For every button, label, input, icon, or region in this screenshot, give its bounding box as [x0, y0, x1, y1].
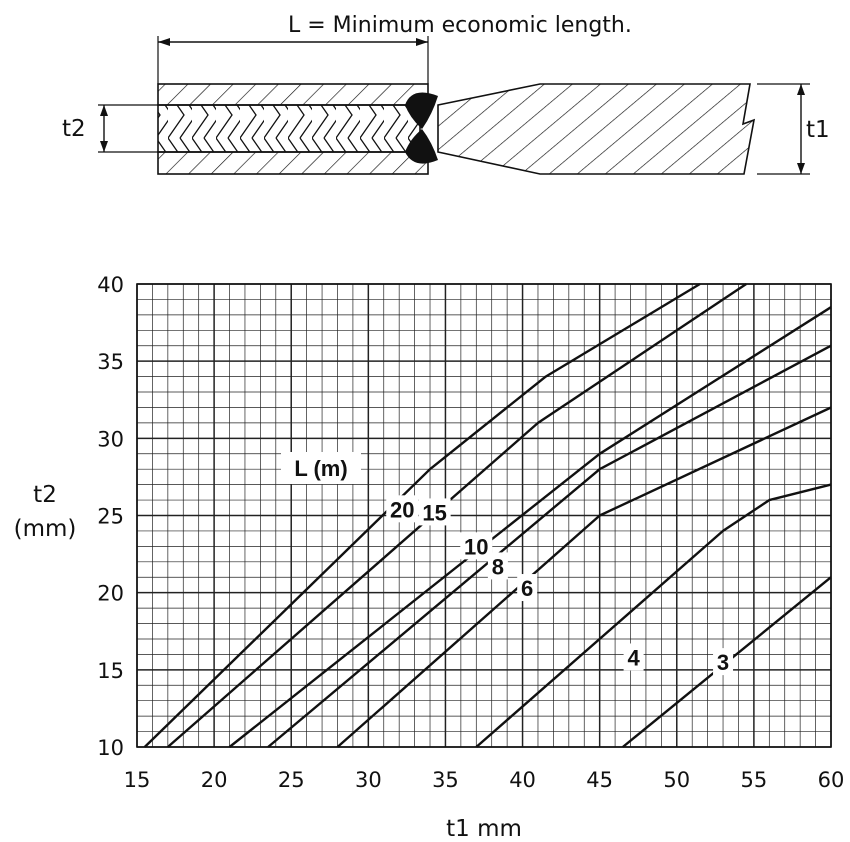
arrow-up-icon	[797, 84, 805, 95]
legend-title-backdrop	[281, 452, 361, 484]
series-label-3: 3	[717, 650, 729, 675]
y-tick-label: 35	[97, 350, 124, 374]
right-plate	[437, 83, 756, 175]
left-plate-core	[157, 104, 421, 153]
series-line-10	[228, 306, 832, 748]
diagram-caption: L = Minimum economic length.	[288, 13, 632, 38]
series-label-15: 15	[422, 500, 446, 525]
y-axis-label-line1: t2	[33, 482, 57, 508]
series-label-backdrop	[517, 574, 538, 602]
series-line-6	[336, 406, 832, 748]
series-label-20: 20	[390, 497, 414, 522]
y-tick-labels: 10 15 20 25 30 35 40	[97, 273, 124, 760]
x-tick-label: 50	[663, 768, 690, 792]
arrow-up-icon	[100, 105, 108, 116]
t2-diagram-label: t2	[62, 116, 86, 142]
series-label-backdrop	[713, 648, 734, 676]
arrow-left-icon	[158, 38, 170, 46]
series-label-6: 6	[521, 576, 533, 601]
y-tick-label: 15	[97, 659, 124, 683]
series-label-4: 4	[627, 645, 640, 670]
series-lines	[143, 282, 832, 748]
series-line-15	[167, 283, 747, 748]
x-tick-label: 25	[278, 768, 305, 792]
y-tick-label: 40	[97, 273, 124, 297]
series-label-8: 8	[492, 554, 504, 579]
series-line-20	[143, 282, 701, 748]
x-tick-label: 30	[355, 768, 382, 792]
x-tick-label: 55	[741, 768, 768, 792]
x-axis-label: t1 mm	[446, 816, 522, 842]
legend-title: L (m)	[294, 456, 347, 481]
legend-title-group: L (m)	[281, 452, 361, 484]
series-label-backdrop	[386, 495, 419, 523]
plot-frame	[136, 283, 832, 748]
x-tick-label: 35	[432, 768, 459, 792]
series-label-10: 10	[464, 534, 488, 559]
grid-major	[136, 283, 832, 748]
arrow-right-icon	[416, 38, 428, 46]
series-label-backdrop	[460, 532, 493, 560]
series-line-4	[475, 483, 832, 748]
y-tick-label: 30	[97, 427, 124, 451]
arrow-down-icon	[100, 141, 108, 152]
weld-bead-bottom	[405, 129, 438, 164]
x-tick-labels: 15 20 25 30 35 40 45 50 55 60	[124, 768, 845, 792]
y-tick-label: 25	[97, 505, 124, 529]
series-label-backdrop	[418, 498, 451, 526]
left-plate-bottom-strip	[157, 151, 429, 175]
y-tick-label: 10	[97, 736, 124, 760]
weld-diagram: L = Minimum economic length. t2 t1	[62, 13, 830, 175]
y-tick-label: 20	[97, 582, 124, 606]
x-tick-label: 20	[201, 768, 228, 792]
arrow-down-icon	[797, 163, 805, 174]
series-label-backdrop	[487, 552, 508, 580]
t1-diagram-label: t1	[806, 117, 830, 143]
x-tick-label: 40	[509, 768, 536, 792]
y-axis-label-line2: (mm)	[14, 516, 77, 542]
x-tick-label: 60	[818, 768, 845, 792]
x-tick-label: 15	[124, 768, 151, 792]
x-tick-label: 45	[586, 768, 613, 792]
series-label-backdrop	[623, 643, 644, 671]
weld-bead-top	[405, 92, 438, 129]
series-line-8	[267, 344, 832, 748]
left-plate-top-strip	[157, 83, 429, 106]
